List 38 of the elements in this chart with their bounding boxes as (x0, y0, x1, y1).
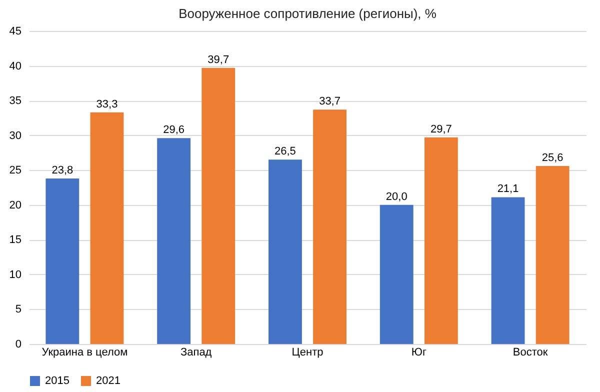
data-label: 20,0 (386, 190, 408, 203)
data-label: 26,5 (274, 146, 296, 158)
x-tick-label: Восток (512, 346, 548, 358)
bar (536, 166, 570, 344)
x-tick-label: Запад (180, 346, 212, 358)
data-label: 39,7 (208, 54, 230, 66)
y-tick-label: 35 (9, 95, 22, 108)
bar (157, 138, 191, 344)
chart-title: Вооруженное сопротивление (регионы), % (178, 6, 437, 21)
data-label: 23,8 (52, 164, 74, 176)
data-label: 33,7 (319, 96, 340, 108)
bar (380, 204, 414, 344)
y-tick-label: 0 (15, 338, 22, 350)
y-tick-label: 40 (9, 60, 22, 72)
bar (268, 160, 302, 344)
x-tick-label: Юг (411, 346, 426, 358)
bar (202, 68, 236, 344)
y-tick-label: 45 (9, 26, 22, 38)
data-label: 29,6 (163, 124, 185, 136)
data-label: 25,6 (542, 152, 564, 164)
x-tick-label: Украина в целом (42, 346, 128, 358)
legend-label: 2015 (45, 375, 70, 387)
y-tick-label: 5 (15, 304, 22, 316)
bar (90, 112, 124, 344)
bar (46, 178, 80, 344)
y-tick-label: 10 (9, 268, 22, 281)
data-label: 21,1 (497, 183, 519, 196)
y-tick-label: 25 (9, 164, 22, 177)
y-tick-label: 30 (9, 130, 22, 142)
bar (313, 110, 346, 344)
data-label: 33,3 (96, 98, 118, 110)
x-tick-label: Центр (292, 346, 324, 358)
bar (424, 137, 458, 344)
legend-label: 2021 (96, 375, 120, 387)
bar (491, 197, 525, 344)
y-tick-label: 20 (9, 199, 22, 212)
data-label: 29,7 (430, 123, 452, 136)
y-tick-label: 15 (9, 234, 22, 246)
